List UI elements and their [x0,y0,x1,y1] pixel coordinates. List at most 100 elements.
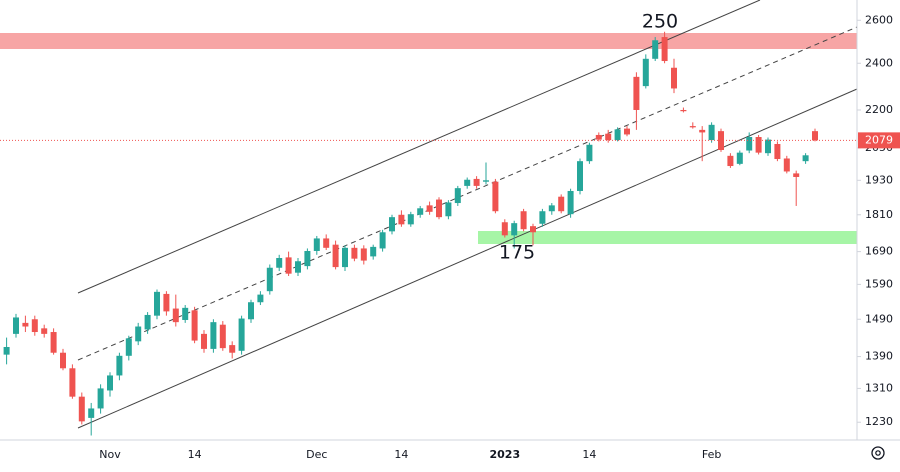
candle-body [689,126,696,128]
candle-body [60,352,66,369]
candle-body [595,134,602,140]
candle-body [295,261,301,273]
candle-body [31,319,38,333]
candle-body [577,161,583,191]
y-tick-label: 1810 [865,208,893,221]
candle-body [793,173,800,177]
candle-body [116,355,123,376]
candle-body [154,291,160,316]
candle-body [746,137,753,151]
candle-body [426,205,433,212]
gear-hub [875,450,881,456]
candle-body [464,179,471,186]
candle-body [417,208,424,215]
channel-middle [77,26,858,361]
channel-upper [77,0,761,294]
x-tick-label: 14 [394,448,408,461]
x-tick-label: Dec [306,448,327,461]
gear-ring [871,446,885,460]
candle-body [22,322,29,327]
candle-body [389,217,395,232]
settings-icon[interactable] [871,446,885,460]
y-tick-label: 1690 [865,245,893,258]
candle-body [78,396,85,422]
candle-body [652,40,659,59]
candle-body [633,76,640,110]
candle-body [614,129,621,141]
candle-body [50,332,57,353]
candle-body [699,129,706,133]
candle-body [558,196,565,212]
candle-body [661,37,668,62]
candle-body [398,214,405,225]
candle-body [135,326,142,342]
candle-body [586,144,593,162]
candle-body [285,257,292,274]
candle-body [163,293,170,312]
candle-body [765,139,771,154]
candle-body [182,307,189,320]
candle-body [727,155,734,167]
candle-body [69,368,76,397]
x-tick-label: Feb [702,448,721,461]
y-tick-label: 2200 [865,103,893,116]
candle-body [680,109,687,112]
candle-body [41,328,48,334]
candle-body [257,294,264,303]
y-tick-label: 2400 [865,56,893,69]
candle-body [407,214,414,225]
candle-body [304,250,311,267]
candle-body [125,338,132,356]
candle-body [605,133,612,141]
candle-body [370,246,377,257]
candle-body [210,322,217,349]
candle-body [812,131,818,141]
candle-body [323,238,330,248]
y-tick-label: 1310 [865,381,893,394]
candle-body [219,324,226,349]
channel-lower [77,88,858,429]
candle-body [511,223,518,236]
candle-body [501,222,508,236]
candle-body [473,178,480,186]
candles [3,31,818,436]
candle-body [248,302,254,320]
candle-body [97,388,104,409]
candle-body [548,205,555,212]
candle-body [88,408,95,418]
x-tick-label: 14 [582,448,596,461]
x-tick-label: Nov [99,448,121,461]
candle-body [313,238,320,251]
candle-body [172,308,179,323]
y-tick-label: 1590 [865,277,893,290]
y-tick-label: 1490 [865,312,893,325]
candle-body [755,137,762,153]
candle-body [736,152,743,164]
last-price-label: 2079 [865,133,893,146]
resistance-zone [0,33,857,49]
annotation: 250 [642,11,678,33]
support-zone [478,231,857,244]
candle-body [783,158,790,172]
candle-body [642,58,649,87]
candle-body [332,244,339,268]
y-tick-label: 1390 [865,350,893,363]
candle-body [671,67,677,89]
candle-body [445,202,452,217]
y-tick-label: 2600 [865,13,893,26]
candle-body [360,248,367,261]
candle-body [483,180,489,182]
candle-body [276,258,283,268]
candle-body [520,211,527,230]
candle-body [107,375,113,391]
candle-body [13,317,19,334]
candle-body [201,333,207,349]
candle-body [802,155,809,162]
candle-body [567,190,574,215]
candle-body [238,318,245,351]
drawings [0,0,858,429]
candle-body [708,124,715,141]
x-tick-label: 14 [188,448,202,461]
